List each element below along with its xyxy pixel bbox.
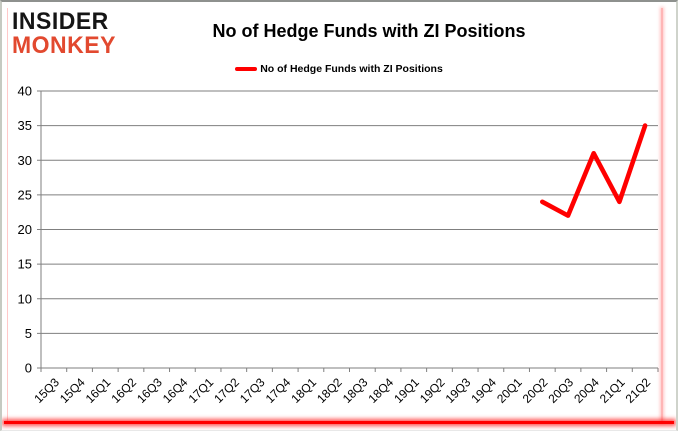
y-tick-label: 0	[25, 361, 32, 376]
y-tick-label: 10	[18, 291, 32, 306]
x-tick-label: 20Q1	[494, 375, 525, 406]
chart-title: No of Hedge Funds with ZI Positions	[212, 21, 526, 41]
x-tick-label: 19Q2	[417, 375, 448, 406]
x-tick-label: 18Q1	[288, 375, 319, 406]
legend-line-swatch	[235, 66, 258, 72]
logo-line1: INSIDER	[12, 6, 109, 35]
data-series-line	[539, 123, 648, 218]
y-tick-label: 25	[18, 187, 32, 202]
y-tick-label: 40	[18, 84, 32, 99]
x-tick-label: 15Q3	[31, 375, 62, 406]
x-tick-label: 20Q2	[520, 375, 551, 406]
x-tick-label: 19Q4	[468, 375, 499, 406]
x-tick-label: 19Q1	[391, 375, 422, 406]
x-tick-label: 17Q1	[186, 375, 217, 406]
chart-legend: No of Hedge Funds with ZI Positions	[2, 63, 676, 75]
x-tick-label: 18Q3	[340, 375, 371, 406]
x-tick-label: 17Q3	[237, 375, 268, 406]
x-tick-label: 19Q3	[443, 375, 474, 406]
x-tick-label: 16Q2	[108, 375, 139, 406]
y-tick-label: 5	[25, 326, 32, 341]
y-tick-label: 15	[18, 257, 32, 272]
x-tick-label: 18Q2	[314, 375, 345, 406]
x-tick-label: 21Q2	[623, 375, 654, 406]
x-tick-label: 20Q4	[571, 375, 602, 406]
red-glow-bottom	[4, 421, 674, 424]
logo-line2: MONKEY	[12, 30, 116, 59]
x-tick-label: 21Q1	[597, 375, 628, 406]
x-tick-label: 17Q4	[263, 375, 294, 406]
y-tick-label: 30	[18, 153, 32, 168]
red-glow-right	[661, 8, 663, 422]
insider-monkey-logo: INSIDER MONKEY	[12, 6, 116, 59]
x-tick-label: 15Q4	[57, 375, 88, 406]
y-tick-label: 20	[18, 222, 32, 237]
x-tick-label: 20Q3	[545, 375, 576, 406]
red-glow-left	[7, 8, 8, 422]
x-tick-label: 18Q4	[366, 375, 397, 406]
x-tick-label: 16Q3	[134, 375, 165, 406]
x-tick-label: 16Q1	[83, 375, 114, 406]
x-tick-label: 16Q4	[160, 375, 191, 406]
y-tick-label: 35	[18, 118, 32, 133]
x-tick-label: 17Q2	[211, 375, 242, 406]
legend-label: No of Hedge Funds with ZI Positions	[260, 63, 443, 75]
